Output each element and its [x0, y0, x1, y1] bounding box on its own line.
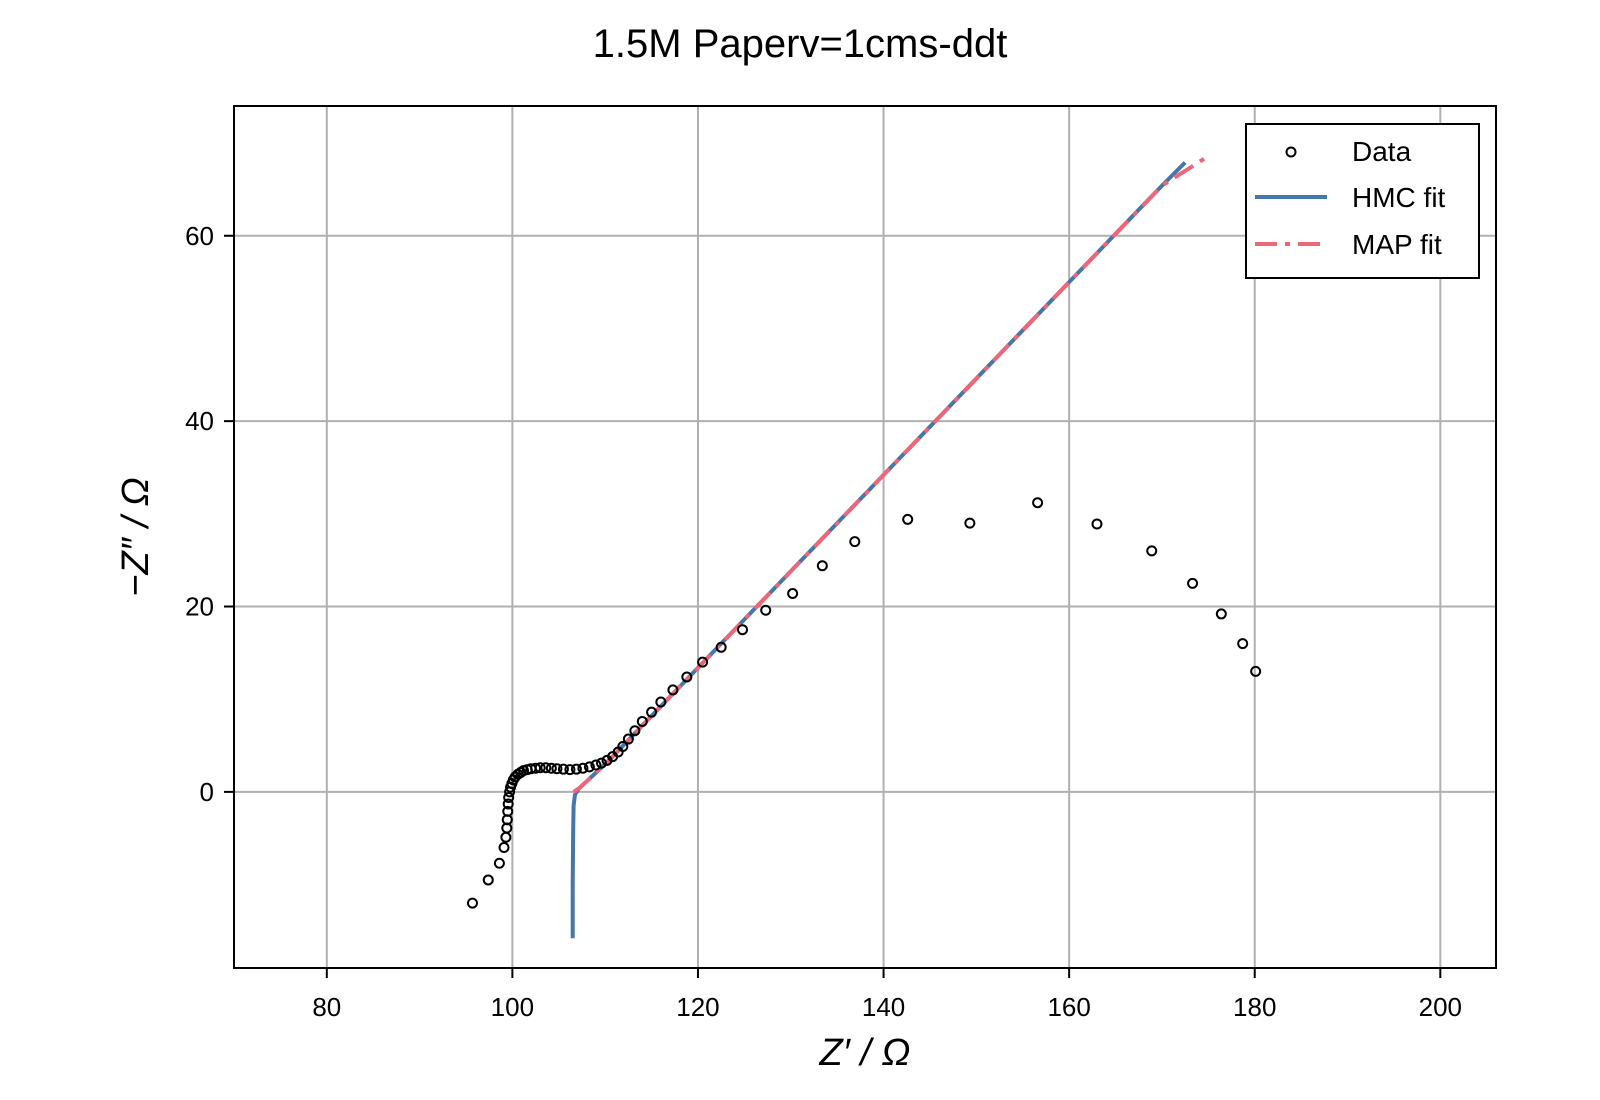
data-point — [595, 757, 607, 769]
legend-label-hmc: HMC fit — [1352, 182, 1446, 213]
data-point — [636, 715, 648, 727]
y-tick-label: 0 — [200, 777, 214, 807]
data-point — [466, 897, 478, 909]
data-point — [502, 805, 514, 817]
data-point — [530, 762, 542, 774]
y-tick-label: 20 — [185, 592, 214, 622]
data-point — [564, 764, 576, 776]
data-point — [583, 761, 595, 773]
data-point — [617, 740, 629, 752]
data-point — [816, 560, 828, 572]
legend-marker-data — [1285, 146, 1297, 158]
x-tick-label: 120 — [676, 992, 719, 1022]
y-axis-label: −Z″ / Ω — [115, 477, 157, 596]
data-point — [681, 671, 693, 683]
axis-ticks: 80 100 120 140 160 180 200 0 20 40 60 — [185, 221, 1462, 1022]
legend-label-data: Data — [1352, 136, 1412, 167]
data-point — [1237, 638, 1249, 650]
data-point — [964, 517, 976, 529]
data-point — [697, 656, 709, 668]
data-point — [493, 857, 505, 869]
data-point — [590, 759, 602, 771]
data-point — [1032, 497, 1044, 509]
plot-frame — [233, 105, 1497, 969]
data-point — [503, 791, 515, 803]
x-tick-label: 180 — [1233, 992, 1276, 1022]
data-point — [534, 762, 546, 774]
data-point — [629, 725, 641, 737]
x-axis-label: Z′ / Ω — [819, 1032, 911, 1074]
data-point — [737, 624, 749, 636]
y-tick-label: 60 — [185, 221, 214, 251]
data-point — [540, 762, 552, 774]
data-points — [466, 497, 1262, 909]
hmc-fit-line — [570, 161, 1187, 939]
data-point — [667, 684, 679, 696]
data-point — [1250, 665, 1262, 677]
data-point — [502, 798, 514, 810]
data-point — [760, 604, 772, 616]
data-point — [1091, 518, 1103, 530]
data-point — [570, 763, 582, 775]
chart-title: 1.5M Paperv=1cms-ddt — [593, 22, 1008, 66]
x-tick-label: 160 — [1047, 992, 1090, 1022]
data-point — [545, 762, 557, 774]
data-point — [1146, 545, 1158, 557]
data-point — [646, 706, 658, 718]
data-point — [849, 536, 861, 548]
data-point — [577, 762, 589, 774]
map-fit-line — [572, 154, 1210, 794]
x-tick-label: 80 — [312, 992, 341, 1022]
data-point — [498, 842, 510, 854]
data-point — [482, 874, 494, 886]
data-point — [622, 733, 634, 745]
data-point — [500, 831, 512, 843]
x-tick-label: 140 — [862, 992, 905, 1022]
data-point — [787, 588, 799, 600]
data-point — [902, 513, 914, 525]
data-point — [715, 641, 727, 653]
legend-label-map: MAP fit — [1352, 229, 1442, 260]
data-point — [1215, 608, 1227, 620]
legend: Data HMC fit MAP fit — [1245, 123, 1480, 279]
legend-box — [1245, 123, 1480, 279]
data-point — [1187, 577, 1199, 589]
data-point — [655, 696, 667, 708]
data-point — [551, 763, 563, 775]
x-tick-label: 200 — [1419, 992, 1462, 1022]
y-tick-label: 40 — [185, 406, 214, 436]
x-tick-label: 100 — [491, 992, 534, 1022]
data-point — [557, 763, 569, 775]
fit-lines — [570, 154, 1210, 939]
